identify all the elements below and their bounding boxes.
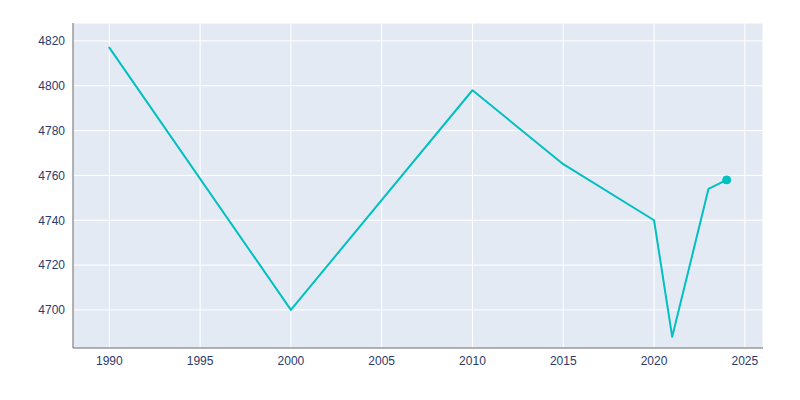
svg-text:4800: 4800 (38, 79, 65, 93)
svg-text:2010: 2010 (459, 354, 486, 368)
svg-text:2025: 2025 (731, 354, 758, 368)
svg-text:2000: 2000 (278, 354, 305, 368)
svg-text:2015: 2015 (550, 354, 577, 368)
svg-text:4760: 4760 (38, 169, 65, 183)
svg-text:2005: 2005 (368, 354, 395, 368)
svg-text:2020: 2020 (641, 354, 668, 368)
svg-text:4720: 4720 (38, 258, 65, 272)
svg-text:4780: 4780 (38, 124, 65, 138)
svg-text:1995: 1995 (187, 354, 214, 368)
svg-text:4700: 4700 (38, 303, 65, 317)
svg-text:4820: 4820 (38, 34, 65, 48)
svg-text:1990: 1990 (96, 354, 123, 368)
svg-text:4740: 4740 (38, 214, 65, 228)
